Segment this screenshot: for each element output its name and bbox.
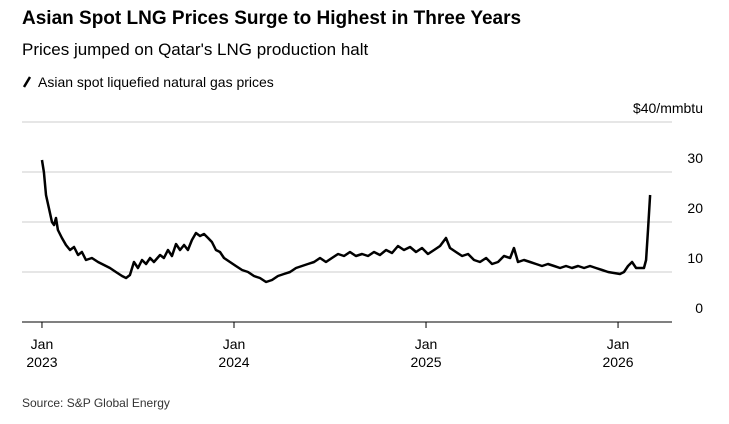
x-tick-label: Jan 2023 [26,336,58,370]
x-tick-label: Jan 2025 [410,336,442,370]
price-line [40,159,652,284]
y-tick-label: 0 [695,300,703,316]
legend-label: Asian spot liquefied natural gas prices [38,74,274,90]
chart-title: Asian Spot LNG Prices Surge to Highest i… [22,8,522,29]
chart-subtitle: Prices jumped on Qatar's LNG production … [22,40,369,59]
y-tick-label: $40/mmbtu [633,100,703,116]
source: Source: S&P Global Energy [22,396,170,410]
x-tick-label: Jan 2026 [602,336,634,370]
x-tick-label: Jan 2024 [218,336,250,370]
y-tick-label: 10 [687,250,703,266]
legend-swatch [22,76,32,88]
y-tick-label: 30 [687,150,703,166]
y-tick-label: 20 [687,200,703,216]
